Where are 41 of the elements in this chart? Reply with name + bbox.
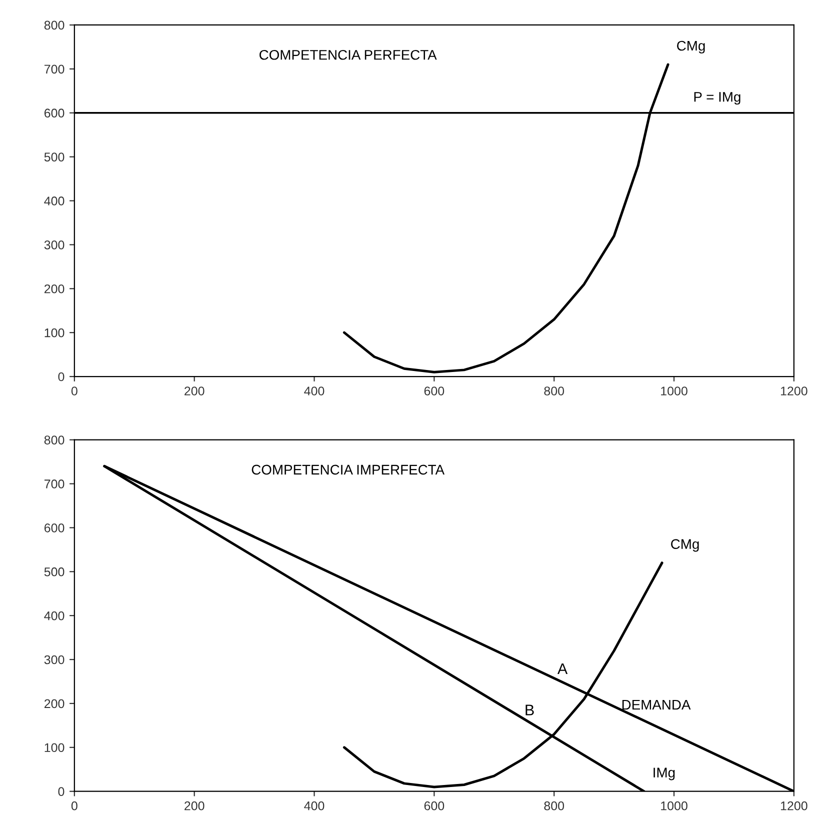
y-tick-label: 0 (58, 372, 64, 382)
y-tick-label: 500 (44, 567, 64, 576)
y-tick-label: 0 (58, 787, 64, 796)
x-tick-label: 800 (544, 801, 564, 810)
x-tick-label: 600 (424, 801, 444, 810)
y-tick-label: 700 (44, 480, 64, 488)
y-tick-label: 200 (44, 284, 64, 294)
x-tick-label: 0 (71, 386, 78, 396)
x-tick-label: 1200 (780, 386, 808, 396)
ref-line-label: P = IMg (694, 92, 740, 105)
x-tick-label: 600 (424, 386, 444, 396)
y-tick-label: 400 (44, 196, 64, 206)
series-label: DEMANDA (622, 700, 691, 710)
x-tick-label: 400 (304, 386, 324, 396)
y-tick-label: 800 (44, 20, 64, 30)
y-tick-label: 100 (44, 743, 64, 752)
series-label: CMg (677, 40, 705, 54)
y-tick-label: 200 (44, 699, 64, 708)
x-tick-label: 400 (304, 801, 324, 810)
y-tick-label: 300 (44, 655, 64, 664)
series-label: IMg (654, 768, 675, 780)
y-tick-label: 700 (44, 64, 64, 74)
y-tick-label: 300 (44, 240, 64, 250)
x-tick-label: 200 (184, 386, 204, 396)
text: COMPETENCIA IMPERFECTA (252, 464, 445, 475)
x-tick-label: 200 (184, 801, 204, 810)
y-tick-label: 600 (44, 108, 64, 118)
x-tick-label: 1000 (661, 801, 688, 810)
annotation: A (557, 663, 568, 674)
y-tick-label: 800 (44, 436, 64, 444)
y-tick-label: 400 (44, 611, 64, 620)
annotation: B (526, 704, 534, 716)
series-label: CMg (671, 539, 699, 552)
x-tick-label: 800 (544, 386, 564, 396)
x-tick-label: 1000 (661, 386, 688, 396)
y-tick-label: 100 (44, 328, 64, 338)
x-tick-label: 1200 (780, 801, 808, 810)
y-tick-label: 600 (44, 523, 64, 532)
y-tick-label: 500 (44, 152, 64, 162)
text: COMPETENCIA PERFECTA (260, 50, 437, 60)
x-tick-label: 0 (71, 801, 78, 810)
